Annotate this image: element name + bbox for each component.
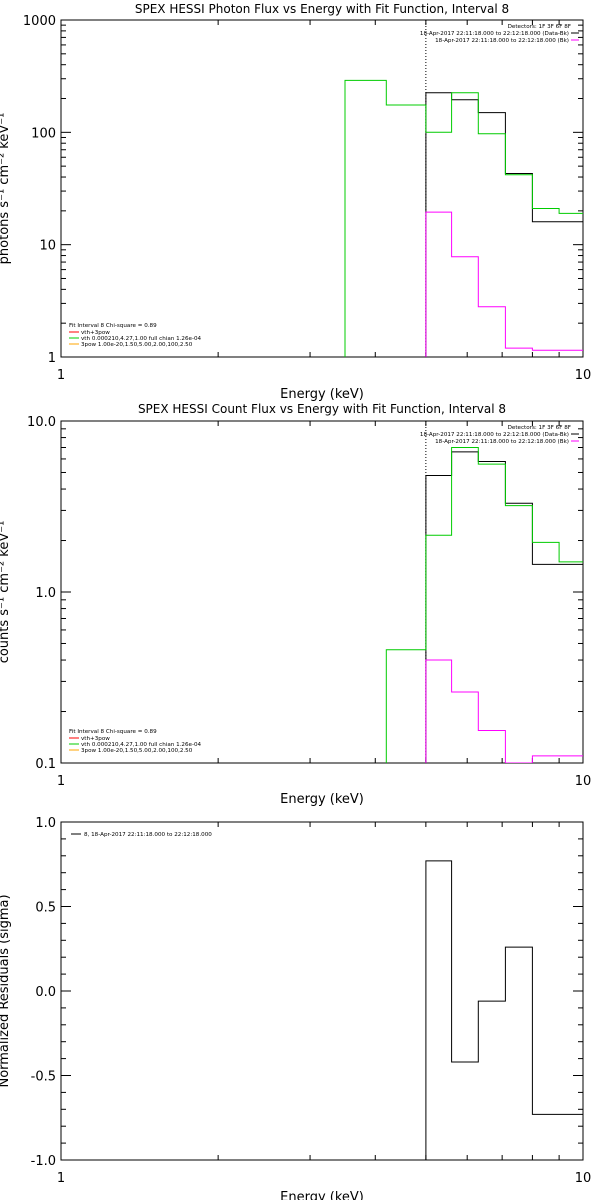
legend-header: Detectors: 1F 3F 6F 8F: [508, 425, 571, 431]
x-tick-label: 10: [575, 1171, 592, 1186]
legend-entry: 8, 18-Apr-2017 22:11:18.000 to 22:12:18.…: [84, 832, 212, 838]
legend-entry: 18-Apr-2017 22:11:18.000 to 22:12:18.000…: [420, 31, 569, 37]
legend-entry: 18-Apr-2017 22:11:18.000 to 22:12:18.000…: [420, 432, 569, 438]
y-tick-label: 1: [48, 351, 56, 366]
legend-header: Fit Interval 8 Chi-square = 0.89: [69, 323, 157, 329]
series-group: [344, 79, 583, 357]
y-tick-label: -0.5: [31, 1070, 56, 1085]
y-tick-label: 0.1: [35, 757, 56, 772]
x-axis-label: Energy (keV): [280, 1190, 364, 1200]
y-axis-label: photons s⁻¹ cm⁻² keV⁻¹: [0, 113, 12, 265]
legend-entry: vth+3pow: [81, 736, 110, 742]
legend-top-left: 8, 18-Apr-2017 22:11:18.000 to 22:12:18.…: [71, 832, 212, 838]
x-axis-label: Energy (keV): [280, 387, 364, 402]
y-tick-label: -1.0: [31, 1154, 56, 1169]
y-tick-label: 10: [39, 239, 56, 254]
series-3-line: [385, 447, 583, 763]
series-group: [385, 447, 583, 763]
y-tick-label: 10.0: [27, 415, 56, 430]
legend-bottom-left: Fit Interval 8 Chi-square = 0.89vth+3pow…: [69, 729, 202, 754]
x-tick-label: 10: [575, 774, 592, 789]
y-tick-label: 1.0: [35, 816, 56, 831]
y-tick-label: 0.5: [35, 901, 56, 916]
chart-panel-1: SPEX HESSI Photon Flux vs Energy with Fi…: [0, 2, 591, 402]
legend-entry: 18-Apr-2017 22:11:18.000 to 22:12:18.000…: [435, 38, 569, 44]
y-axis-label: Normalized Residuals (sigma): [0, 894, 12, 1087]
legend-entry: 3pow 1.00e-20,1.50,5.00,2.00,100,2.50: [81, 748, 193, 754]
x-tick-label: 1: [57, 774, 65, 789]
series-1-line: [425, 451, 583, 763]
x-tick-label: 1: [57, 368, 65, 383]
series-2-line: [425, 659, 583, 763]
plot-frame: [60, 821, 584, 1161]
x-tick-label: 1: [57, 1171, 65, 1186]
plot-frame: [60, 420, 584, 764]
y-tick-label: 0.0: [35, 985, 56, 1000]
chart-title: SPEX HESSI Photon Flux vs Energy with Fi…: [135, 2, 509, 16]
legend-entry: 18-Apr-2017 22:11:18.000 to 22:12:18.000…: [435, 439, 569, 445]
series-group: [425, 860, 583, 1160]
legend-entry: vth 0.000210,4.27,1.00 full chian 1.26e-…: [81, 336, 202, 342]
legend-header: Detectors: 1F 3F 6F 8F: [508, 24, 571, 30]
legend-bottom-left: Fit Interval 8 Chi-square = 0.89vth+3pow…: [69, 323, 202, 348]
legend-header: Fit Interval 8 Chi-square = 0.89: [69, 729, 157, 735]
y-axis-label: counts s⁻¹ cm⁻² keV⁻¹: [0, 521, 12, 664]
series-2-line: [425, 211, 583, 357]
legend-entry: vth+3pow: [81, 330, 110, 336]
legend-entry: vth 0.000210,4.27,1.00 full chian 1.26e-…: [81, 742, 202, 748]
chart-panel-3: 1 10 -1.0 -0.5 0.0 0.5 1.0 Energy (keV) Normaliz…: [0, 816, 591, 1200]
chart-title: SPEX HESSI Count Flux vs Energy with Fit…: [138, 402, 506, 416]
y-tick-label: 100: [31, 126, 56, 141]
series-3-line: [344, 79, 583, 357]
series-1-line: [425, 92, 583, 357]
y-tick-label: 1.0: [35, 586, 56, 601]
y-tick-label: 1000: [23, 14, 56, 29]
series-1-line: [425, 860, 583, 1160]
x-tick-label: 10: [575, 368, 592, 383]
legend-entry: 3pow 1.00e-20,1.50,5.00,2.00,100,2.50: [81, 342, 193, 348]
plot-frame: [60, 19, 584, 358]
x-axis-label: Energy (keV): [280, 792, 364, 807]
chart-panel-2: SPEX HESSI Count Flux vs Energy with Fit…: [0, 402, 591, 807]
